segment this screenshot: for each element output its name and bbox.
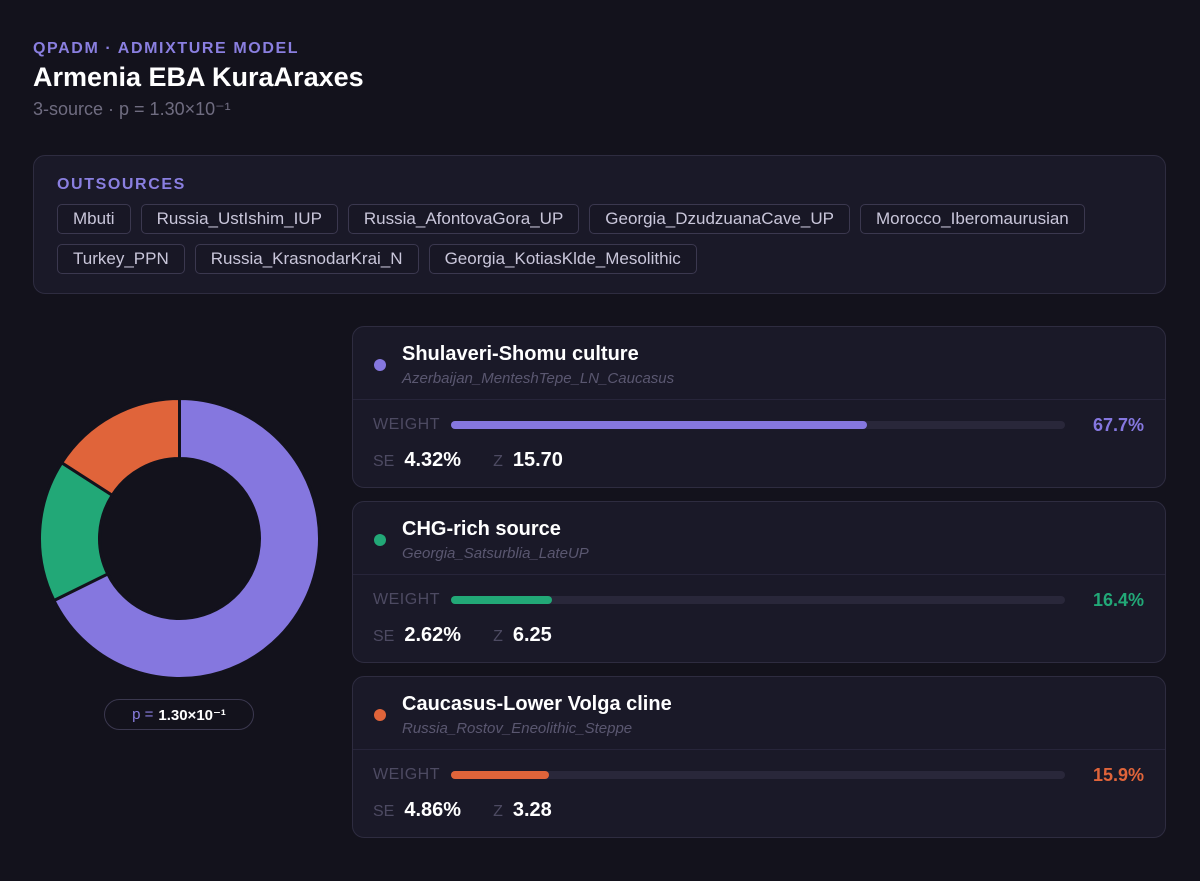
weight-bar-track — [451, 771, 1065, 779]
source-color-dot — [374, 534, 386, 546]
source-population: Georgia_Satsurblia_LateUP — [402, 545, 589, 562]
z-label: Z — [493, 453, 503, 470]
se-label: SE — [373, 628, 395, 645]
source-card-chg-rich: CHG-rich source Georgia_Satsurblia_LateU… — [352, 501, 1166, 663]
source-name: CHG-rich source — [402, 518, 561, 540]
se-value: 4.86% — [404, 799, 462, 821]
source-population: Azerbaijan_MenteshTepe_LN_Caucasus — [402, 370, 675, 387]
weight-bar-fill — [451, 771, 549, 779]
model-kicker: QPADM · ADMIXTURE MODEL — [33, 40, 300, 57]
outsources-panel: OUTSOURCES Mbuti Russia_UstIshim_IUP Rus… — [33, 155, 1166, 294]
z-value: 3.28 — [512, 799, 552, 821]
outsource-chip: Turkey_PPN — [57, 244, 185, 274]
outsource-chip: Georgia_KotiasKlde_Mesolithic — [428, 244, 697, 274]
se-label: SE — [373, 453, 395, 470]
outsource-chip: Russia_KrasnodarKrai_N — [194, 244, 419, 274]
se-value: 4.32% — [404, 449, 462, 471]
weight-bar-fill — [451, 596, 552, 604]
weight-bar-track — [451, 421, 1065, 429]
weight-value: 67.7% — [1092, 415, 1144, 435]
source-name: Caucasus-Lower Volga cline — [402, 693, 672, 715]
donut-slice-caucasus-lower-volga — [59, 396, 181, 498]
pvalue-pill: p = 1.30×10⁻¹ — [104, 699, 254, 730]
z-value: 6.25 — [512, 624, 552, 646]
outsource-chip: Georgia_DzudzuanaCave_UP — [589, 204, 850, 234]
weight-bar-track — [451, 596, 1065, 604]
weight-label: WEIGHT — [373, 591, 440, 608]
outsource-chip: Russia_AfontovaGora_UP — [347, 204, 580, 234]
weight-label: WEIGHT — [373, 766, 440, 783]
pvalue-value: 1.30×10⁻¹ — [158, 706, 226, 724]
page-subtitle: 3-source · p = 1.30×10⁻¹ — [33, 99, 231, 119]
outsource-chip: Russia_UstIshim_IUP — [140, 204, 338, 234]
source-color-dot — [374, 359, 386, 371]
source-color-dot — [374, 709, 386, 721]
donut-slice-shulaveri-shomu — [51, 396, 321, 680]
se-label: SE — [373, 803, 395, 820]
admixture-donut-chart — [38, 396, 321, 680]
source-population: Russia_Rostov_Eneolithic_Steppe — [402, 720, 633, 737]
weight-value: 15.9% — [1092, 765, 1144, 785]
outsource-chip: Mbuti — [57, 204, 131, 234]
outsources-label: OUTSOURCES — [57, 176, 186, 193]
pvalue-prefix: p = — [132, 706, 154, 723]
weight-bar-fill — [451, 421, 867, 429]
z-label: Z — [493, 803, 503, 820]
page-title: Armenia EBA KuraAraxes — [33, 62, 364, 92]
z-value: 15.70 — [512, 449, 563, 471]
z-label: Z — [493, 628, 503, 645]
weight-label: WEIGHT — [373, 416, 440, 433]
outsources-list: Mbuti Russia_UstIshim_IUP Russia_Afontov… — [57, 204, 1142, 274]
source-card-shulaveri-shomu: Shulaveri-Shomu culture Azerbaijan_Mente… — [352, 326, 1166, 488]
source-name: Shulaveri-Shomu culture — [402, 343, 639, 365]
se-value: 2.62% — [404, 624, 462, 646]
source-card-caucasus-lower-volga: Caucasus-Lower Volga cline Russia_Rostov… — [352, 676, 1166, 838]
outsource-chip: Morocco_Iberomaurusian — [860, 204, 1085, 234]
weight-value: 16.4% — [1092, 590, 1144, 610]
